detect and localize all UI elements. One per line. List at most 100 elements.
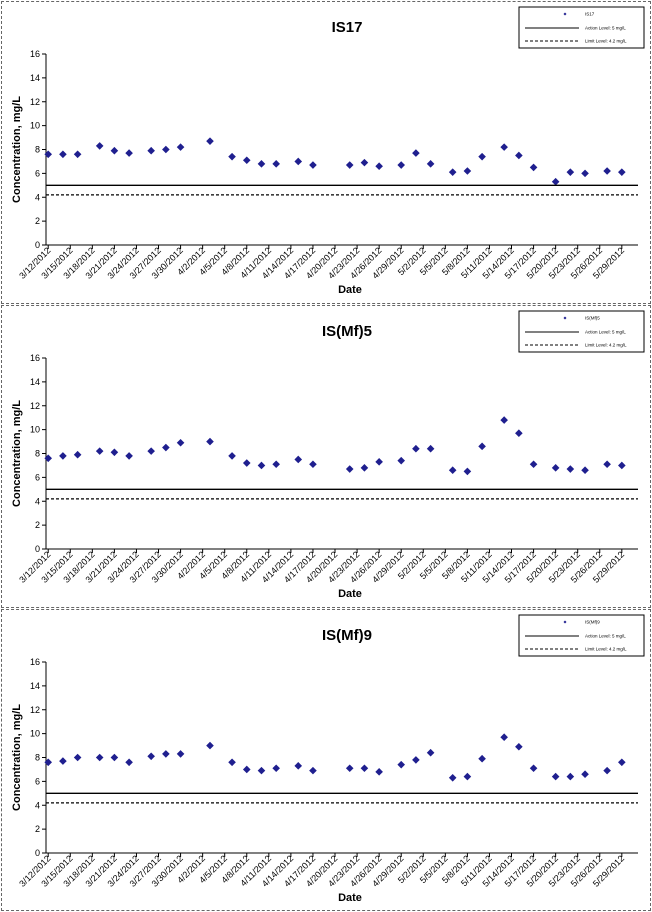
data-point [345,465,354,473]
data-point [500,143,508,151]
data-point [412,149,420,157]
data-point [228,452,236,460]
data-point [426,444,435,453]
legend: IS(Mf)5 Action Level: 5 mg/L Limit Level: … [518,310,645,353]
data-point [147,447,155,455]
data-point [59,150,67,159]
data-point [551,464,560,472]
data-point [228,152,236,161]
data-point [566,168,575,176]
y-tick-label: 6 [35,168,40,178]
legend-label: Limit Level: 4.2 mg/L [585,39,627,44]
y-tick-label: 6 [35,472,40,482]
data-point [478,754,486,763]
data-point [242,459,251,467]
data-point [345,161,354,169]
legend-marker [563,316,567,320]
y-tick-label: 4 [35,192,40,202]
y-tick-label: 16 [30,49,40,59]
chart-title: IS17 [332,19,363,36]
data-point [162,443,170,452]
data-point [581,770,589,779]
y-tick-label: 14 [30,377,40,387]
chart-svg-1: IS1702468101214163/12/20123/15/20123/18/… [11,6,645,296]
data-point [448,773,457,782]
data-point [125,452,133,460]
data-point [566,465,575,473]
y-tick-label: 0 [35,240,40,250]
data-point [478,442,486,451]
data-point [618,461,626,470]
data-point [375,768,383,776]
data-point [412,444,420,453]
data-point [375,458,383,466]
data-point [257,160,266,168]
legend-label: IS17 [585,12,595,17]
chart-svg-3: IS(Mf)902468101214163/12/20123/15/20123/… [11,614,645,904]
data-point [397,161,405,169]
data-point [110,146,119,155]
chart-panel-2: IS(Mf)5 0 2 4 6 8 10 12 14 16 3/12/2012 3/15/2012 3/… [1,305,651,608]
y-tick-label: 12 [30,97,40,107]
data-point [294,157,303,166]
y-tick-label: 8 [35,753,40,763]
data-point [242,765,251,774]
data-point [294,762,303,770]
data-point [529,163,538,172]
legend-label: IS(Mf)9 [585,620,600,625]
data-point [206,437,214,446]
data-point [581,466,589,475]
x-axis-label: Date [338,892,362,904]
y-tick-label: 16 [30,353,40,363]
data-point [426,748,435,757]
data-point [463,467,472,476]
data-point [206,741,214,750]
data-point [59,757,67,765]
data-point [110,753,119,762]
y-tick-label: 4 [35,496,40,506]
data-point [603,766,611,775]
data-point [515,742,523,751]
chart-panel-1: IS17 0 2 4 6 8 10 12 14 16 3/12/2012 3/15/2012 3/18/… [1,1,651,304]
data-point [73,150,82,159]
y-tick-label: 0 [35,544,40,554]
data-point [426,160,435,168]
data-point [44,150,53,159]
legend-marker [563,12,567,16]
data-point [44,454,53,463]
data-point [360,764,369,773]
data-point [515,151,523,160]
data-point [95,753,104,762]
data-point [73,753,82,762]
data-point [309,766,317,775]
data-point [412,756,420,764]
data-point [272,460,280,469]
data-point [551,772,560,781]
data-point [73,450,82,459]
data-point [618,758,626,767]
data-point [500,416,508,424]
y-tick-label: 10 [30,121,40,131]
data-point [500,733,508,742]
data-point [162,145,170,154]
y-tick-label: 2 [35,216,40,226]
data-point [44,758,53,767]
y-tick-label: 4 [35,800,40,810]
chart-title: IS(Mf)5 [322,323,372,340]
data-point [448,466,457,475]
data-point [515,429,523,438]
chart-svg-2: IS(Mf)502468101214163/12/20123/15/20123/… [11,310,645,600]
legend-marker [563,620,567,624]
data-point [397,760,405,769]
data-point [529,764,538,773]
data-point [345,764,354,773]
data-point [478,152,486,161]
data-point [603,167,611,175]
data-point [110,448,119,457]
y-tick-label: 6 [35,776,40,786]
legend-label: Action Level: 5 mg/L [585,26,626,31]
data-point [257,461,266,470]
x-axis-label: Date [338,588,362,600]
legend-label: Action Level: 5 mg/L [585,634,626,639]
data-point [206,137,214,145]
